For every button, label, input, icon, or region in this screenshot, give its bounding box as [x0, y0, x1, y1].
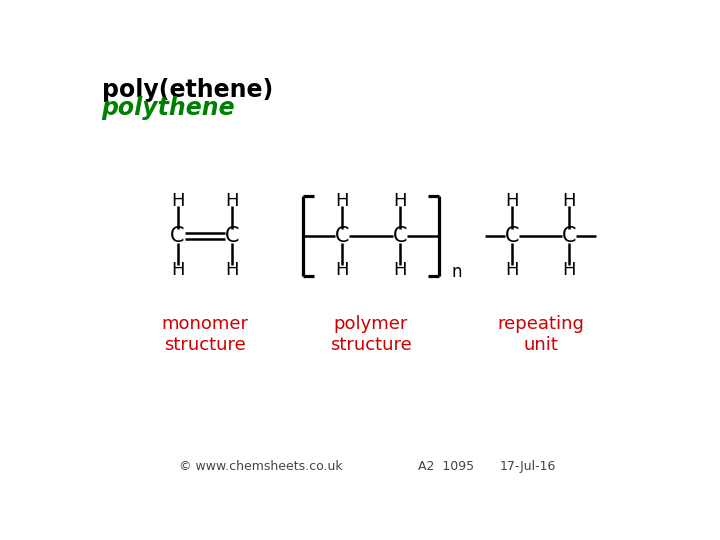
Text: polythene: polythene: [102, 96, 235, 120]
Text: © www.chemsheets.co.uk: © www.chemsheets.co.uk: [179, 460, 342, 473]
Text: n: n: [451, 263, 462, 281]
Text: repeating
unit: repeating unit: [498, 315, 584, 354]
Text: C: C: [392, 226, 408, 246]
Text: H: H: [335, 192, 348, 210]
Text: H: H: [225, 192, 238, 210]
Text: H: H: [335, 261, 348, 279]
Text: C: C: [225, 226, 239, 246]
Text: A2  1095: A2 1095: [418, 460, 474, 473]
Text: monomer
structure: monomer structure: [161, 315, 248, 354]
Text: H: H: [505, 261, 519, 279]
Text: polymer
structure: polymer structure: [330, 315, 412, 354]
Text: H: H: [171, 261, 184, 279]
Text: H: H: [505, 192, 519, 210]
Text: C: C: [335, 226, 349, 246]
Text: poly(ethene): poly(ethene): [102, 78, 273, 102]
Text: H: H: [562, 192, 576, 210]
Text: H: H: [393, 261, 407, 279]
Text: 17-Jul-16: 17-Jul-16: [500, 460, 556, 473]
Text: H: H: [225, 261, 238, 279]
Text: H: H: [562, 261, 576, 279]
Text: H: H: [393, 192, 407, 210]
Text: H: H: [171, 192, 184, 210]
Text: C: C: [171, 226, 185, 246]
Text: C: C: [562, 226, 576, 246]
Text: C: C: [505, 226, 520, 246]
